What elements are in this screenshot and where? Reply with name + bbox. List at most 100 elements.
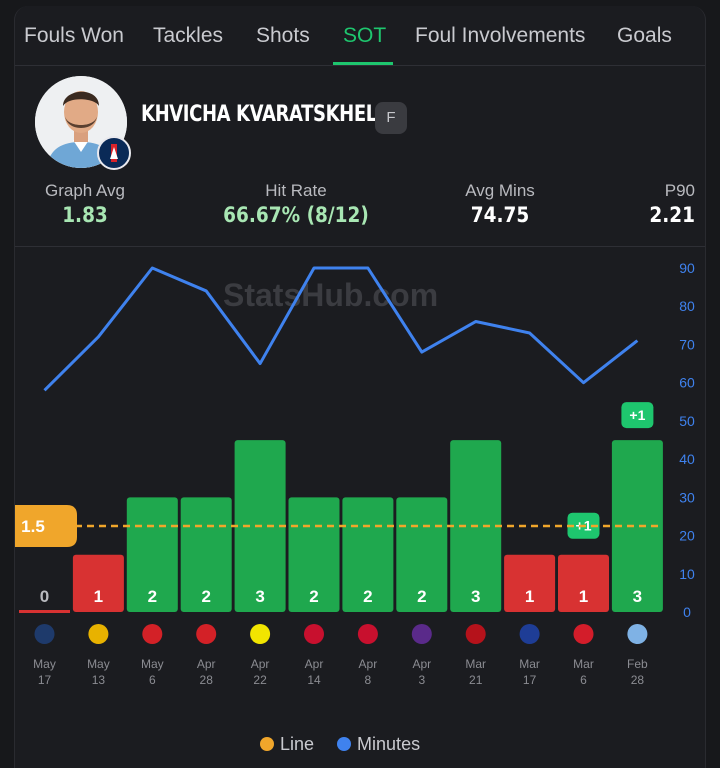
bar-value-label: 2 [363,587,372,606]
bar-value-label: 2 [148,587,157,606]
date-month: Apr [359,657,378,671]
bar-value-label: 2 [417,587,426,606]
date-month: Mar [465,657,486,671]
date-day: 17 [523,673,537,687]
stat-value: 66.67% (8/12) [223,203,369,227]
legend-minutes-label: Minutes [357,734,421,754]
bar [558,554,609,612]
date-month: May [141,657,164,671]
minutes-tick-label: 70 [679,336,695,352]
chelsea-crest-icon [519,624,540,644]
player-avatar [35,76,127,168]
monaco-crest-icon [573,624,594,644]
date-month: Apr [197,657,216,671]
bar-value-label: 1 [525,587,534,606]
line-dot-icon [260,737,274,751]
minutes-tick-label: 60 [679,375,695,391]
line-value-badge [15,505,77,548]
bar [396,497,448,612]
date-day: 13 [92,673,106,687]
minutes-tick-label: 10 [679,566,695,582]
bar-value-label: 3 [471,587,480,606]
tab-tackles[interactable]: Tackles [153,24,224,47]
date-day: 6 [149,673,156,687]
stat-graph-avg: Graph Avg 1.83 [25,181,145,227]
bar [504,554,556,612]
player-name: KHVICHA KVARATSKHELIA [141,102,397,127]
stat-label: Avg Mins [465,181,535,200]
legend-line[interactable]: Line [260,734,314,755]
toulouse-crest-icon [411,624,432,644]
active-tab-indicator [333,62,393,65]
bar [180,497,232,612]
sot-chart: StatsHub.com 0 1 2 2 3 2 2 2 3 1 1+13+1 1.5 010203… [15,260,695,687]
nice-crest-icon [465,624,486,644]
bayern-crest-icon [196,624,217,644]
date-month: Feb [627,657,648,671]
stat-hit-rate: Hit Rate 66.67% (8/12) [211,181,381,227]
stat-avg-mins: Avg Mins 74.75 [445,181,555,227]
bar [72,554,124,612]
bar [288,497,340,612]
tab-fouls-won[interactable]: Fouls Won [24,24,124,47]
chart-legend: Line Minutes [260,734,438,755]
plus-one-badge [621,402,654,429]
tab-foul-involvements[interactable]: Foul Involvements [415,24,586,47]
tab-goals[interactable]: Goals [617,24,672,47]
minutes-tick-label: 30 [679,489,695,505]
stat-p90: P90 2.21 [625,181,695,227]
stat-value: 1.83 [62,203,108,227]
tab-shots[interactable]: Shots [256,24,310,47]
minutes-tick-label: 40 [679,451,695,467]
nantes-crest-icon [250,624,271,644]
date-day: 28 [200,673,214,687]
date-day: 17 [38,673,52,687]
bar-value-label: 2 [201,587,210,606]
legend-line-label: Line [280,734,315,754]
liverpool-crest-icon [357,624,378,644]
date-month: Apr [412,657,431,671]
date-day: 6 [580,673,587,687]
date-day: 3 [418,673,425,687]
bar [611,440,663,612]
bar-value-label: 0 [40,587,49,606]
minutes-tick-label: 50 [679,413,695,429]
minutes-tick-label: 80 [679,298,695,314]
watermark: StatsHub.com [223,277,438,313]
stat-value: 2.21 [649,203,695,227]
line-value-text: 1.5 [21,517,45,536]
bar-value-label: 1 [579,587,588,606]
paris-fc-crest-icon [34,624,55,644]
bar-value-label: 1 [94,587,103,606]
date-month: Apr [251,657,270,671]
date-day: 8 [365,673,372,687]
minutes-tick-label: 20 [679,528,695,544]
stat-value: 74.75 [470,203,530,227]
date-day: 14 [307,673,321,687]
psg-crest-icon [97,136,131,170]
date-day: 22 [253,673,267,687]
minutes-dot-icon [337,737,352,751]
date-day: 21 [469,673,483,687]
stat-tabs: Fouls Won Tackles Shots SOT Foul Involve… [15,6,705,66]
stats-card: Fouls Won Tackles Shots SOT Foul Involve… [14,6,706,768]
date-month: May [87,657,110,671]
minutes-line [43,266,639,392]
date-month: May [33,657,56,671]
tab-sot[interactable]: SOT [343,24,387,47]
le-havre-crest-icon [627,624,648,644]
minutes-tick-label: 90 [679,260,695,276]
plus-one-text: +1 [629,407,645,423]
date-month: Mar [519,657,540,671]
legend-minutes[interactable]: Minutes [337,734,420,755]
divider [15,246,705,247]
bar [19,610,70,613]
bar-value-label: 3 [255,587,264,606]
lens-crest-icon [88,624,109,644]
position-badge: F [375,102,407,134]
liverpool-crest-icon [304,624,324,644]
stat-label: Hit Rate [265,181,327,200]
date-day: 28 [631,673,645,687]
bar-value-label: 2 [309,587,318,606]
date-month: Apr [305,657,324,671]
